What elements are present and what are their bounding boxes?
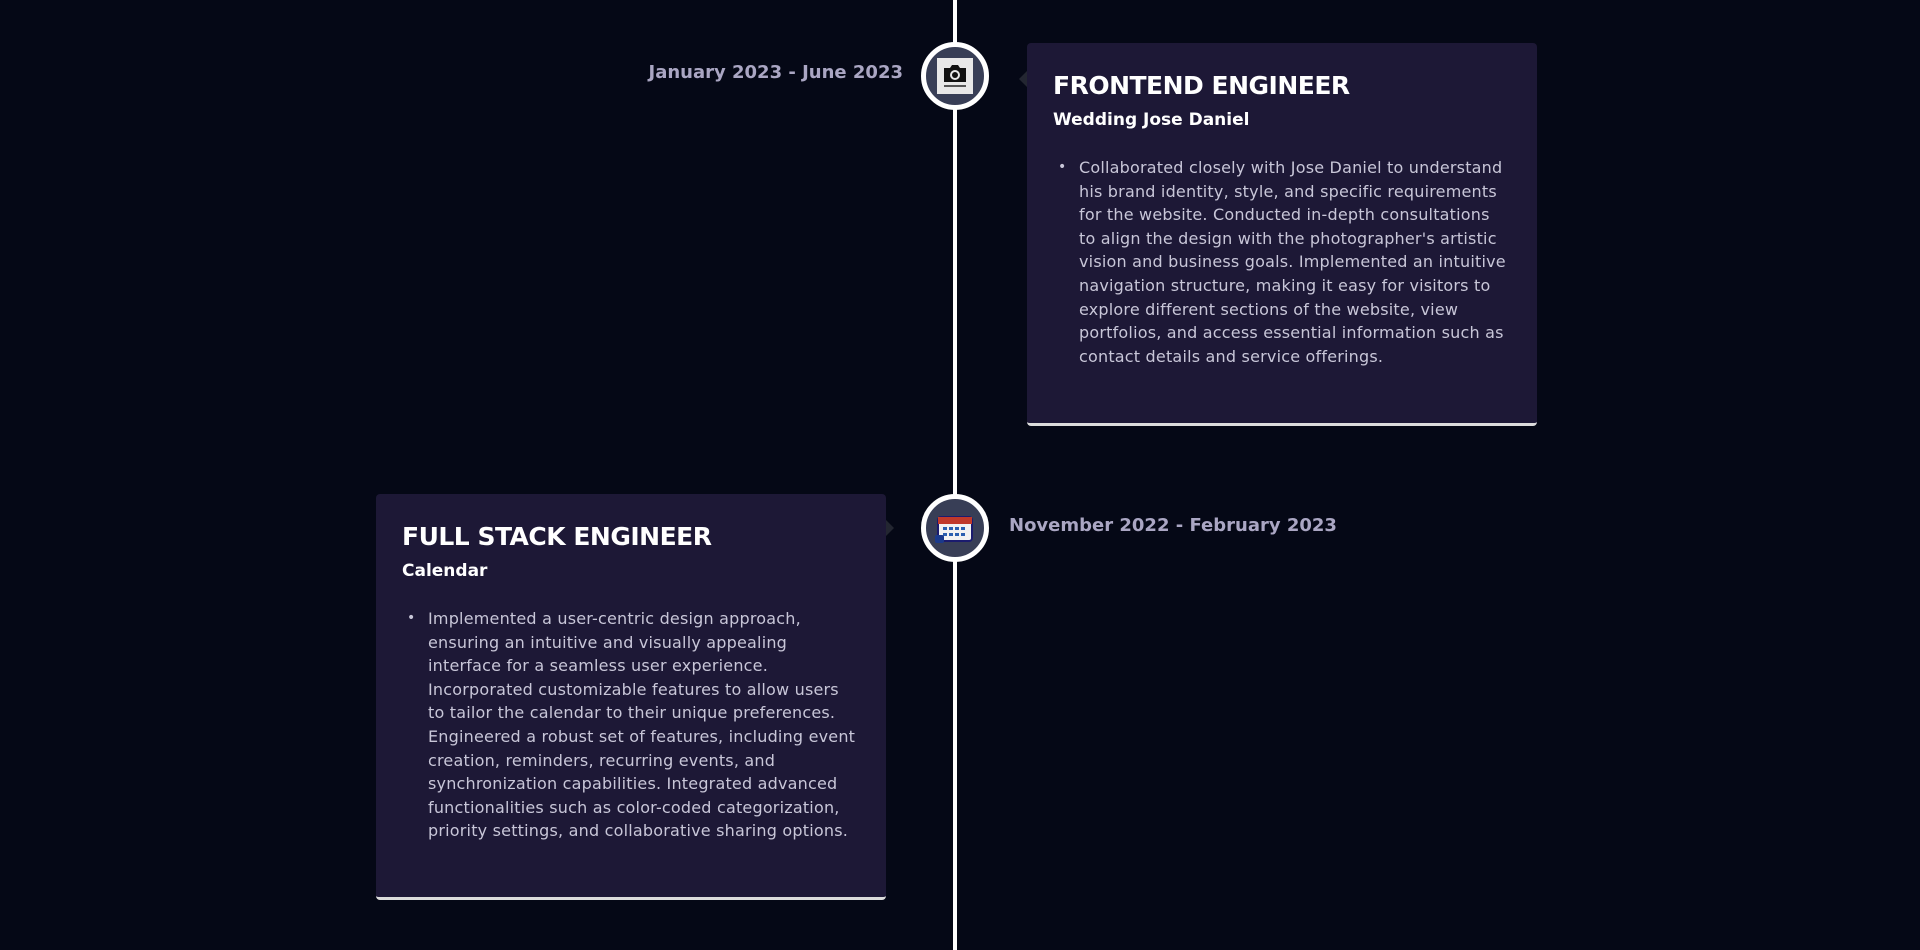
experience-point: Implemented a user-centric design approa… [407, 607, 860, 843]
experience-points: Implemented a user-centric design approa… [402, 607, 860, 843]
experience-card: FULL STACK ENGINEER Calendar Implemented… [376, 494, 894, 900]
experience-points: Collaborated closely with Jose Daniel to… [1053, 156, 1511, 368]
experience-company: Wedding Jose Daniel [1053, 110, 1250, 130]
experience-point: Collaborated closely with Jose Daniel to… [1058, 156, 1511, 368]
calendar-icon [921, 494, 989, 562]
experience-card: FRONTEND ENGINEER Wedding Jose Daniel Co… [1019, 43, 1537, 426]
timeline-line [953, 0, 957, 950]
experience-date: November 2022 - February 2023 [1009, 515, 1337, 536]
camera-logo-icon [921, 42, 989, 110]
experience-title: FRONTEND ENGINEER [1053, 71, 1350, 100]
experience-date: January 2023 - June 2023 [648, 62, 904, 83]
experience-company: Calendar [402, 561, 488, 581]
experience-title: FULL STACK ENGINEER [402, 522, 712, 551]
